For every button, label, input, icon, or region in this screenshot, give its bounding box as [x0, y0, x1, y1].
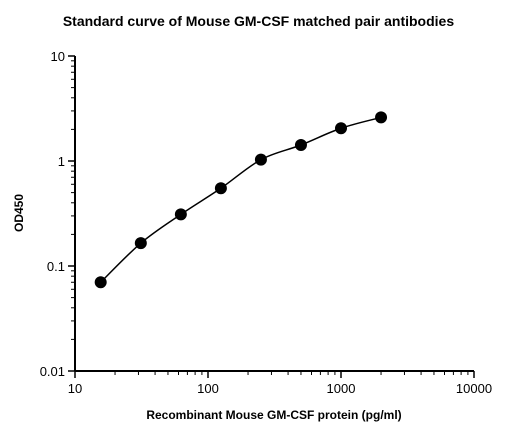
data-point — [214, 182, 227, 195]
x-tick-label: 100 — [197, 381, 219, 396]
y-tick-label: 0.1 — [47, 259, 65, 274]
chart-title: Standard curve of Mouse GM-CSF matched p… — [62, 13, 455, 29]
x-tick-label: 1000 — [327, 381, 356, 396]
data-points — [94, 111, 388, 289]
y-tick-label: 1 — [58, 154, 65, 169]
y-axis-title: OD450 — [12, 194, 26, 232]
axes — [74, 56, 474, 372]
data-point — [375, 111, 388, 124]
data-point — [134, 237, 147, 250]
fit-curve — [100, 116, 382, 283]
data-point — [94, 276, 107, 289]
x-axis-title: Recombinant Mouse GM-CSF protein (pg/ml) — [146, 408, 401, 422]
y-tick-label: 0.01 — [40, 364, 65, 379]
data-point — [335, 122, 347, 135]
data-point — [294, 139, 307, 152]
y-tick-label: 10 — [51, 49, 65, 64]
x-tick-label: 10000 — [456, 381, 492, 396]
data-point — [254, 153, 267, 166]
data-point — [174, 208, 187, 221]
x-tick-label: 10 — [68, 381, 82, 396]
ticks: 10 100 1000 10000 0.01 0.1 1 10 — [40, 49, 492, 396]
